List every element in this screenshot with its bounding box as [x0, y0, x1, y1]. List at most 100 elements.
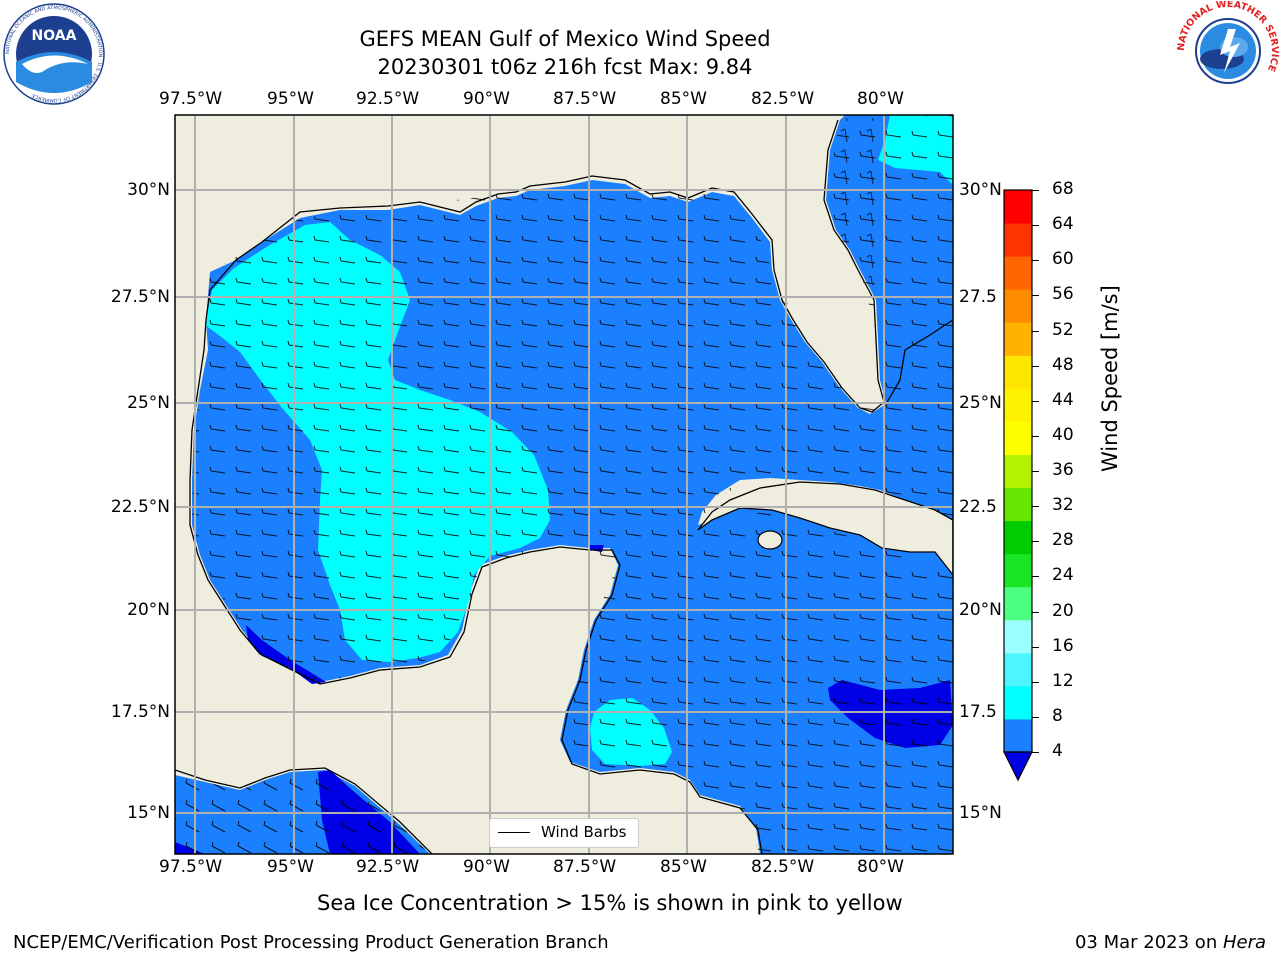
- lat-tick-left: 27.5°N: [110, 287, 170, 307]
- colorbar-tick-label: 16: [1052, 635, 1074, 656]
- footer-date-text: 03 Mar 2023 on: [1074, 932, 1223, 953]
- colorbar-segment: [1004, 190, 1032, 224]
- lat-tick-right: 27.5: [959, 287, 997, 307]
- footer-machine: Hera: [1222, 932, 1266, 953]
- lon-tick-top: 97.5°W: [159, 89, 223, 109]
- colorbar-segment: [1004, 652, 1032, 687]
- colorbar-under-arrow: [1003, 751, 1033, 782]
- colorbar-segment: [1004, 256, 1032, 290]
- colorbar-tick-mark: [1032, 576, 1039, 578]
- colorbar-tick-mark: [1032, 646, 1039, 648]
- colorbar-tick-label: 12: [1052, 670, 1074, 691]
- colorbar-segment: [1004, 487, 1032, 522]
- colorbar-tick-mark: [1032, 365, 1039, 367]
- colorbar-tick-label: 64: [1052, 214, 1074, 235]
- colorbar-tick-label: 20: [1052, 600, 1074, 621]
- colorbar-tick-mark: [1032, 471, 1039, 472]
- colorbar-segment: [1004, 619, 1032, 654]
- footer-credit: NCEP/EMC/Verification Post Processing Pr…: [13, 932, 609, 953]
- map-legend: Wind Barbs: [489, 818, 639, 848]
- colorbar-tick-mark: [1032, 330, 1039, 332]
- colorbar-tick-label: 40: [1052, 424, 1074, 445]
- lon-tick-bottom: 87.5°W: [553, 857, 617, 877]
- colorbar-tick-label: 52: [1052, 319, 1074, 340]
- legend-label: Wind Barbs: [541, 823, 627, 841]
- coastline-atlantic: [885, 319, 953, 405]
- lat-tick-right: 20°N: [959, 600, 1002, 620]
- coastline-gulf: [205, 119, 885, 413]
- colorbar-tick-label: 4: [1052, 741, 1063, 761]
- coastline-mexico: [189, 319, 763, 854]
- colorbar-segment: [1004, 454, 1032, 489]
- lat-tick-left: 15°N: [127, 803, 170, 823]
- graticule: [175, 115, 953, 854]
- lat-tick-right: 22.5: [959, 497, 997, 517]
- colorbar-tick-label: 68: [1052, 179, 1074, 199]
- coastline-pacific: [175, 767, 433, 854]
- noaa-text: NOAA: [32, 28, 77, 44]
- lon-tick-bottom: 85°W: [660, 857, 707, 877]
- legend-line: [498, 832, 530, 833]
- colorbar-segment: [1004, 322, 1032, 356]
- lon-tick-top: 82.5°W: [751, 89, 815, 109]
- colorbar-tick-mark: [1032, 295, 1039, 297]
- lat-tick-right: 30°N: [959, 180, 1002, 200]
- colorbar-segment: [1004, 355, 1032, 389]
- lon-tick-bottom: 80°W: [857, 857, 904, 877]
- colorbar-tick-mark: [1032, 190, 1039, 191]
- lon-tick-top: 85°W: [660, 89, 707, 109]
- colorbar-tick-label: 24: [1052, 565, 1074, 586]
- cuba: [697, 481, 953, 577]
- isle-of-youth: [757, 530, 783, 550]
- lon-tick-bottom: 95°W: [267, 857, 314, 877]
- lon-tick-bottom: 97.5°W: [159, 857, 223, 877]
- lon-tick-top: 92.5°W: [356, 89, 420, 109]
- colorbar-tick-label: 48: [1052, 354, 1074, 375]
- lon-tick-top: 80°W: [857, 89, 904, 109]
- colorbar-segment: [1004, 421, 1032, 455]
- colorbar-tick-label: 28: [1052, 530, 1074, 551]
- colorbar-tick-mark: [1032, 260, 1039, 262]
- map-frame: [174, 114, 954, 855]
- colorbar-tick-mark: [1032, 716, 1039, 718]
- title-line-1: GEFS MEAN Gulf of Mexico Wind Speed: [359, 27, 771, 51]
- colorbar-segment: [1004, 718, 1032, 753]
- colorbar-segment: [1004, 289, 1032, 323]
- noaa-logo: NATIONAL OCEANIC AND ATMOSPHERIC ADMINIS…: [3, 3, 105, 105]
- colorbar-segment: [1004, 520, 1032, 555]
- lat-tick-right: 25°N: [959, 393, 1002, 413]
- colorbar-tick-label: 36: [1052, 460, 1074, 480]
- lon-tick-top: 95°W: [267, 89, 314, 109]
- lat-tick-left: 22.5°N: [110, 497, 170, 517]
- lon-tick-top: 90°W: [463, 89, 510, 109]
- colorbar-tick-mark: [1032, 752, 1039, 753]
- colorbar-tick-mark: [1032, 400, 1039, 402]
- lat-tick-right: 15°N: [959, 803, 1002, 823]
- colorbar-label: Wind Speed [m/s]: [1098, 285, 1122, 472]
- lon-tick-bottom: 90°W: [463, 857, 510, 877]
- sea-ice-note: Sea Ice Concentration > 15% is shown in …: [317, 891, 903, 915]
- title-line-2: 20230301 t06z 216h fcst Max: 9.84: [377, 55, 753, 79]
- colorbar-segment: [1004, 553, 1032, 588]
- lon-tick-bottom: 92.5°W: [356, 857, 420, 877]
- wind-barbs-atlantic: [826, 118, 880, 300]
- colorbar-tick-mark: [1032, 506, 1039, 508]
- colorbar-tick-mark: [1032, 611, 1039, 613]
- nws-logo: NATIONAL WEATHER SERVICE: [1176, 1, 1280, 99]
- colorbar-tick-mark: [1032, 225, 1039, 227]
- colorbar-tick-mark: [1032, 681, 1039, 683]
- colorbar-tick-label: 32: [1052, 495, 1074, 516]
- lat-tick-left: 20°N: [127, 600, 170, 620]
- colorbar-tick-label: 44: [1052, 389, 1074, 410]
- colorbar-tick-label: 8: [1052, 705, 1063, 726]
- colorbar-segment: [1004, 388, 1032, 422]
- colorbar-tick-mark: [1032, 541, 1039, 543]
- footer-date: 03 Mar 2023 on Hera: [1075, 932, 1266, 953]
- colorbar-blocks: [1004, 190, 1032, 753]
- colorbar-segment: [1004, 223, 1032, 257]
- lat-tick-left: 30°N: [127, 180, 170, 200]
- colorbar-tick-label: 60: [1052, 249, 1074, 270]
- lon-tick-top: 87.5°W: [553, 89, 617, 109]
- lat-tick-right: 17.5: [959, 702, 997, 722]
